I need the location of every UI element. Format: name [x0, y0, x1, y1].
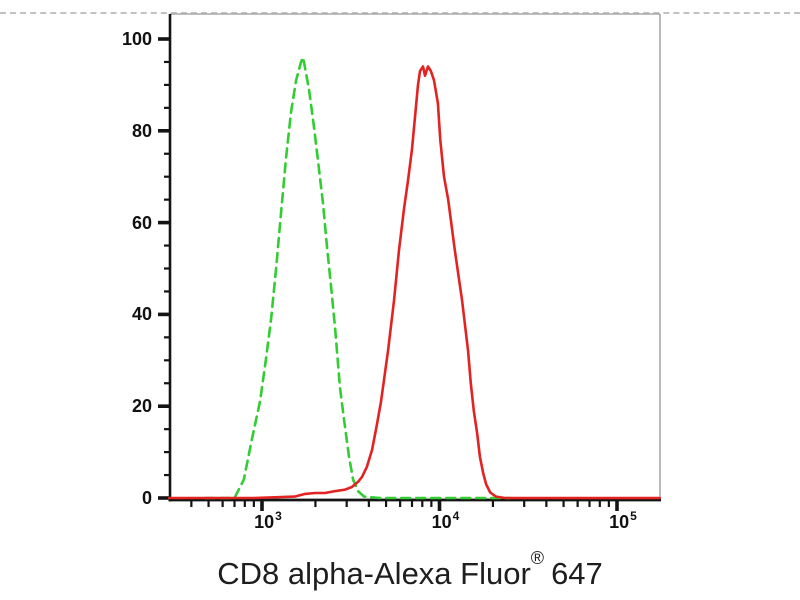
x-tick-label: 105	[609, 509, 637, 532]
x-tick-label: 104	[431, 509, 460, 532]
x-axis-title-suffix: 647	[551, 556, 603, 591]
y-tick-label: 80	[131, 120, 152, 141]
series-curve-red-solid	[167, 65, 662, 500]
registered-trademark-icon: ®	[530, 547, 545, 568]
y-tick-label: 20	[131, 396, 152, 417]
y-tick-label: 100	[121, 29, 152, 49]
x-tick-label: 103	[254, 509, 282, 532]
image-top-dashed-border	[0, 12, 800, 14]
x-axis-title-main: CD8 alpha-Alexa Fluor	[217, 556, 531, 591]
series-curve-green-dashed	[204, 56, 512, 500]
x-axis-title: CD8 alpha-Alexa Fluor® 647	[10, 548, 800, 592]
y-tick-label: 0	[141, 488, 152, 508]
y-tick-label: 60	[131, 212, 152, 233]
y-tick-label: 40	[131, 304, 152, 325]
